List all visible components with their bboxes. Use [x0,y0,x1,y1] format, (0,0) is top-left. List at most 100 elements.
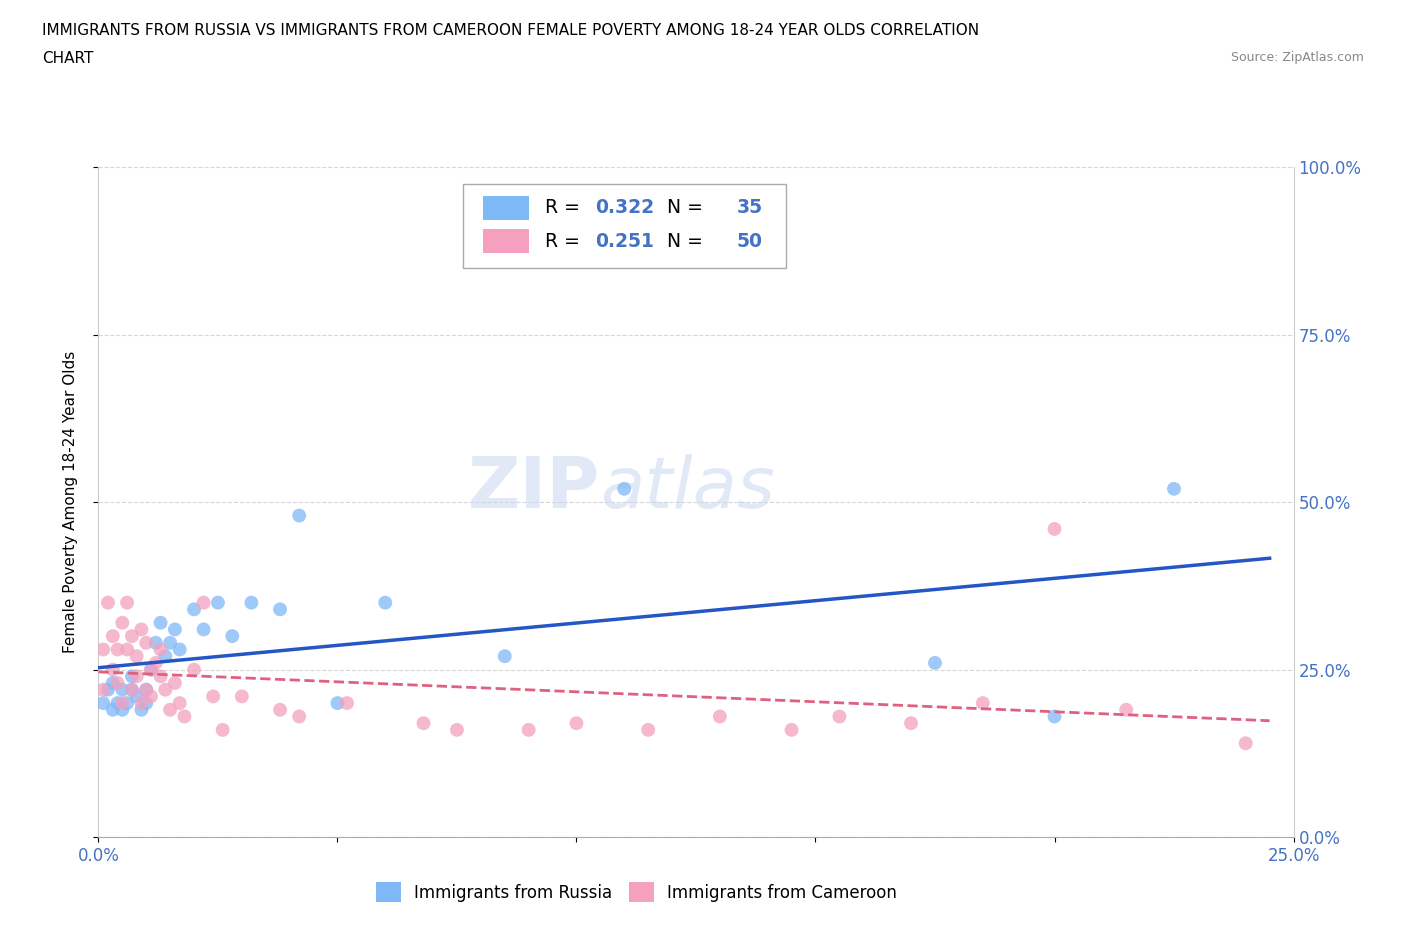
FancyBboxPatch shape [463,184,786,268]
Point [924,656,946,671]
Point [139,662,162,677]
Point [211,723,233,737]
Point [412,716,434,731]
FancyBboxPatch shape [484,229,529,253]
Point [125,649,148,664]
Point [135,683,157,698]
Point [101,675,124,690]
Point [145,656,167,671]
Point [1043,522,1066,537]
Point [288,508,311,523]
Point [115,642,138,657]
Point [240,595,263,610]
Point [780,723,803,737]
Point [1043,709,1066,724]
Point [494,649,516,664]
Text: 35: 35 [737,198,762,217]
Point [269,702,291,717]
Point [565,716,588,731]
Text: 50: 50 [737,232,762,250]
Point [111,696,134,711]
Point [900,716,922,731]
Point [288,709,311,724]
Point [107,696,129,711]
Point [111,616,134,631]
Text: IMMIGRANTS FROM RUSSIA VS IMMIGRANTS FROM CAMEROON FEMALE POVERTY AMONG 18-24 YE: IMMIGRANTS FROM RUSSIA VS IMMIGRANTS FRO… [42,23,980,38]
Point [121,669,143,684]
Point [163,675,186,690]
Point [149,642,172,657]
Point [159,635,181,650]
Point [101,702,124,717]
Point [155,649,177,664]
Y-axis label: Female Poverty Among 18-24 Year Olds: Female Poverty Among 18-24 Year Olds [63,352,77,654]
Point [149,616,172,631]
FancyBboxPatch shape [484,195,529,219]
Text: N =: N = [655,198,709,217]
Point [207,595,229,610]
Point [139,689,162,704]
Point [111,683,134,698]
Point [131,702,153,717]
Point [637,723,659,737]
Point [111,702,134,717]
Point [709,709,731,724]
Point [193,595,215,610]
Text: Source: ZipAtlas.com: Source: ZipAtlas.com [1230,51,1364,64]
Point [336,696,359,711]
Point [135,696,157,711]
Text: 0.251: 0.251 [596,232,654,250]
Point [121,683,143,698]
Point [155,683,177,698]
Point [97,683,120,698]
Text: CHART: CHART [42,51,94,66]
Point [131,622,153,637]
Text: atlas: atlas [600,455,775,524]
Point [613,482,636,497]
Point [101,662,124,677]
Point [269,602,291,617]
Point [183,602,205,617]
Point [972,696,994,711]
Point [446,723,468,737]
Point [163,622,186,637]
Point [121,629,143,644]
Point [159,702,181,717]
Point [1234,736,1257,751]
Point [828,709,851,724]
Point [121,683,143,698]
Text: ZIP: ZIP [468,455,600,524]
Point [125,669,148,684]
Point [517,723,540,737]
Point [115,696,138,711]
Point [125,689,148,704]
Text: R =: R = [546,232,586,250]
Point [231,689,253,704]
Point [135,635,157,650]
Point [107,642,129,657]
Point [202,689,225,704]
Point [173,709,195,724]
Point [131,696,153,711]
Point [135,683,157,698]
Point [101,629,124,644]
Point [97,595,120,610]
Text: N =: N = [655,232,709,250]
Point [91,683,114,698]
Point [169,696,191,711]
Point [169,642,191,657]
Point [115,595,138,610]
Point [326,696,349,711]
Point [145,635,167,650]
Point [1115,702,1137,717]
Point [193,622,215,637]
Point [149,669,172,684]
Point [91,642,114,657]
Legend: Immigrants from Russia, Immigrants from Cameroon: Immigrants from Russia, Immigrants from … [368,875,904,909]
Text: R =: R = [546,198,586,217]
Point [221,629,243,644]
Text: 0.322: 0.322 [596,198,655,217]
Point [1163,482,1185,497]
Point [107,675,129,690]
Point [183,662,205,677]
